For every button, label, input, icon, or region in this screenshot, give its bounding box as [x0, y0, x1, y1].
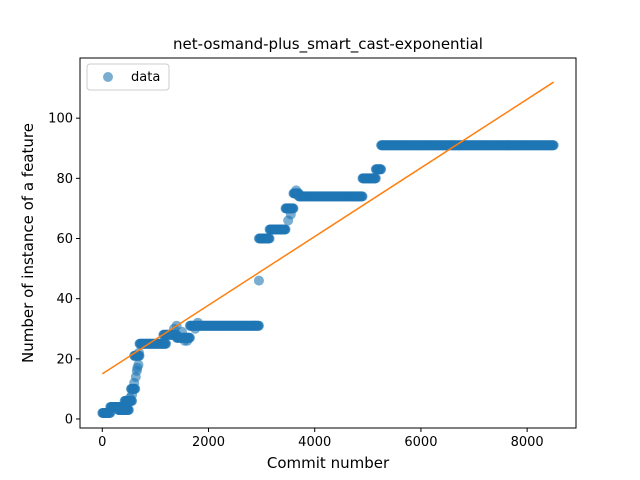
data-point [192, 317, 203, 328]
x-axis-ticks: 0 2000 4000 6000 8000 [98, 428, 544, 450]
x-tick-label: 2000 [192, 435, 225, 450]
data-point [280, 224, 291, 235]
plot-area [79, 57, 577, 429]
y-tick-label: 40 [56, 292, 73, 307]
legend: data [86, 63, 170, 91]
y-tick-label: 0 [65, 412, 73, 427]
legend-box [86, 63, 170, 91]
data-point [133, 359, 144, 370]
y-tick-label: 100 [48, 112, 73, 127]
x-tick-label: 0 [98, 435, 106, 450]
x-tick-label: 4000 [298, 435, 331, 450]
y-axis-ticks: 0 20 40 60 80 100 [48, 112, 80, 427]
data-point [291, 185, 302, 196]
data-point [357, 191, 368, 202]
y-axis-label: Number of instance of a feature [19, 123, 37, 363]
x-tick-label: 8000 [511, 435, 544, 450]
y-tick-label: 60 [56, 232, 73, 247]
points-layer [97, 140, 559, 418]
plot-background [80, 58, 576, 428]
data-point [264, 233, 275, 244]
x-axis-label: Commit number [267, 454, 390, 472]
legend-label-data: data [131, 70, 160, 85]
data-point [548, 140, 559, 151]
data-point [253, 320, 264, 331]
data-point [176, 326, 187, 337]
x-tick-label: 6000 [404, 435, 437, 450]
data-point [376, 164, 387, 175]
legend-marker-data [103, 72, 113, 82]
plot-frame [79, 57, 577, 429]
fit-layer [101, 81, 555, 375]
data-point [133, 347, 144, 358]
data-point [370, 173, 381, 184]
data-point [285, 209, 296, 220]
data-point [253, 275, 264, 286]
data-point [182, 335, 193, 346]
y-tick-label: 80 [56, 172, 73, 187]
chart-title: net-osmand-plus_smart_cast-exponential [173, 35, 483, 54]
data-point [161, 338, 172, 349]
data-point [127, 389, 138, 400]
fit-line [101, 81, 555, 375]
y-tick-label: 20 [56, 352, 73, 367]
